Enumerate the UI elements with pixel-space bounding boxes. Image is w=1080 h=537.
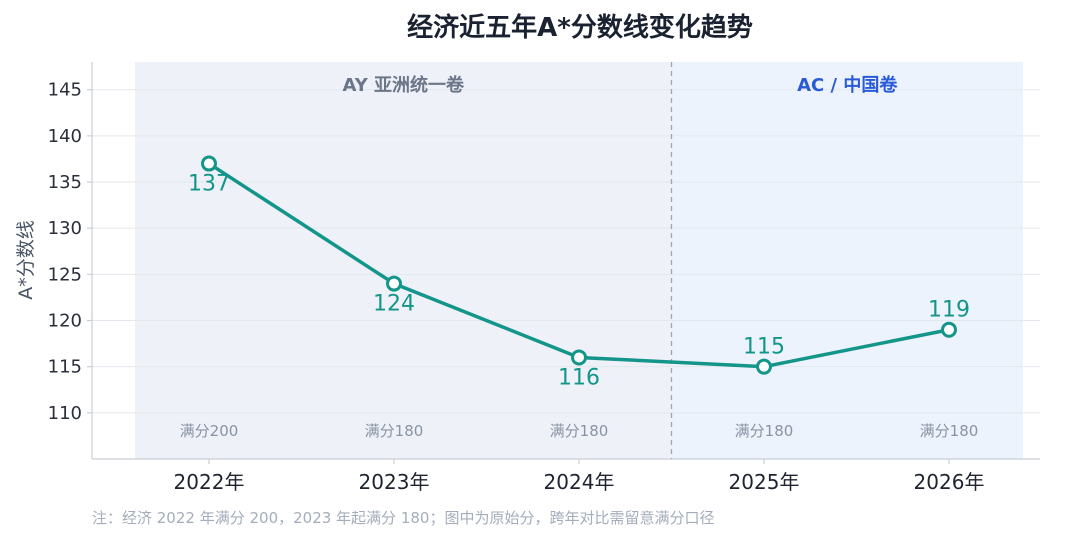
data-point	[201, 155, 217, 172]
x-tick-label: 2023年	[359, 470, 430, 494]
data-point	[756, 358, 772, 375]
y-axis-label: A*分数线	[15, 220, 37, 300]
y-tick-label: 110	[48, 403, 82, 424]
y-tick-label: 120	[48, 311, 82, 332]
y-tick-label: 145	[48, 80, 82, 101]
data-point	[571, 349, 587, 366]
full-mark-label: 满分180	[365, 422, 424, 440]
full-mark-label: 满分180	[920, 422, 979, 440]
x-tick-label: 2024年	[544, 470, 615, 494]
data-point	[941, 321, 957, 338]
data-points	[201, 155, 957, 375]
data-point	[386, 275, 402, 292]
y-tick-label: 135	[48, 172, 82, 193]
full-mark-labels: 满分200 满分180 满分180 满分180 满分180	[180, 422, 979, 440]
region-label-2: AC / 中国卷	[797, 74, 898, 96]
y-tick-label: 130	[48, 218, 82, 239]
grid-lines	[92, 89, 1040, 414]
chart-title: 经济近五年A*分数线变化趋势	[407, 12, 753, 43]
full-mark-label: 满分180	[550, 422, 609, 440]
y-tick-label: 125	[48, 264, 82, 285]
region-label-1: AY 亚洲统一卷	[342, 74, 465, 96]
x-tick-labels: 2022年 2023年 2024年 2025年 2026年	[174, 470, 985, 494]
y-tick-label: 115	[48, 357, 82, 378]
data-label: 119	[928, 298, 970, 323]
data-label: 115	[743, 335, 785, 360]
x-tick-label: 2026年	[914, 470, 985, 494]
region-labels: AY 亚洲统一卷 AC / 中国卷	[342, 74, 898, 96]
region-background-1	[135, 62, 672, 459]
x-tick-label: 2022年	[174, 470, 245, 494]
footnote: 注：经济 2022 年满分 200，2023 年起满分 180；图中为原始分，跨…	[92, 509, 714, 527]
data-labels: 137 124 116 115 119	[188, 172, 970, 391]
axes	[87, 62, 1040, 464]
x-tick-label: 2025年	[729, 470, 800, 494]
y-tick-label: 140	[48, 126, 82, 147]
y-tick-labels: 110 115 120 125 130 135 140 145	[48, 80, 82, 424]
region-backgrounds	[135, 62, 1023, 459]
full-mark-label: 满分180	[735, 422, 794, 440]
data-label: 124	[373, 292, 415, 317]
region-background-2	[671, 62, 1023, 459]
data-label: 137	[188, 172, 230, 197]
full-mark-label: 满分200	[180, 422, 239, 440]
data-label: 116	[558, 365, 600, 390]
